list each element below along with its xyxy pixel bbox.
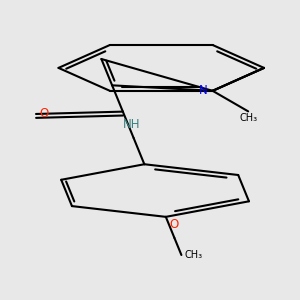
Text: CH₃: CH₃ xyxy=(185,250,203,260)
Text: O: O xyxy=(40,107,49,121)
Text: N: N xyxy=(200,84,208,97)
Text: CH₃: CH₃ xyxy=(239,113,257,123)
Text: NH: NH xyxy=(123,118,141,131)
Text: O: O xyxy=(170,218,179,231)
